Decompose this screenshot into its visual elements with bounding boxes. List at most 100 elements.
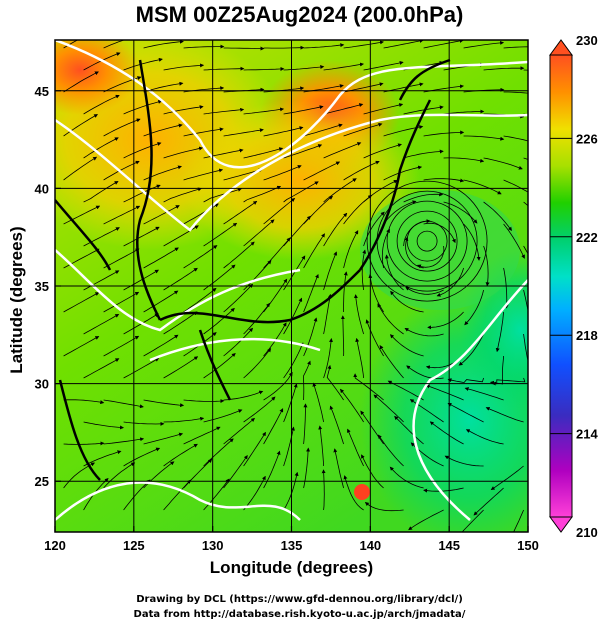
streamline — [83, 270, 120, 291]
vortex-streamline — [406, 220, 448, 262]
streamline — [143, 399, 185, 408]
streamline — [383, 40, 424, 49]
streamline — [427, 311, 464, 330]
streamline — [303, 43, 345, 49]
streamline — [143, 205, 180, 225]
heatmap-field — [55, 40, 528, 532]
credit-data: Data from http://database.rish.kyoto-u.a… — [133, 609, 466, 620]
streamline — [223, 46, 265, 51]
streamline — [447, 403, 484, 423]
streamline — [384, 254, 404, 291]
temperature-contours — [55, 40, 528, 521]
y-axis-ticks: 25 30 35 40 45 — [35, 84, 61, 489]
streamline — [339, 388, 364, 423]
streamline — [83, 137, 119, 159]
streamline — [263, 198, 296, 225]
streamline — [355, 337, 364, 379]
x-tick-label: 120 — [44, 538, 66, 553]
streamline — [465, 429, 504, 445]
streamline — [183, 426, 221, 445]
contour-line — [412, 279, 528, 521]
streamline — [503, 91, 528, 94]
streamline — [163, 225, 199, 247]
streamline — [283, 297, 303, 335]
streamline — [283, 105, 324, 115]
page-title: MSM 00Z25Aug2024 (200.0hPa) — [135, 2, 464, 27]
streamline — [243, 147, 284, 159]
streamline — [243, 260, 272, 291]
colorbar-tick-label: 222 — [576, 230, 598, 245]
streamline — [513, 509, 524, 532]
streamline — [329, 405, 344, 445]
streamline — [403, 149, 444, 159]
streamline — [143, 40, 184, 49]
streamline — [423, 487, 464, 493]
streamline — [377, 434, 404, 467]
streamline — [447, 377, 484, 384]
streamline — [463, 135, 505, 141]
streamline — [83, 227, 120, 247]
streamline — [203, 222, 238, 247]
streamline — [403, 192, 444, 203]
streamline — [323, 212, 348, 247]
streamline — [283, 471, 299, 511]
streamline — [495, 311, 504, 353]
streamline — [183, 127, 224, 137]
streamline — [103, 160, 140, 181]
colorbar-min-arrow — [549, 516, 573, 533]
vortex-streamline — [386, 200, 468, 282]
streamline — [263, 450, 281, 489]
streamline — [243, 396, 276, 423]
streamline — [223, 241, 255, 269]
streamline — [83, 181, 119, 203]
y-tick-label: 30 — [35, 377, 49, 392]
streamline — [363, 143, 402, 159]
streamline — [373, 394, 404, 423]
streamline — [423, 178, 465, 183]
streamline — [463, 40, 505, 49]
colorbar-tick-label: 218 — [576, 328, 598, 343]
streamline — [243, 475, 266, 511]
vortex-streamline — [416, 230, 438, 252]
streamline — [243, 66, 285, 71]
coastline — [58, 379, 101, 481]
streamline — [503, 135, 528, 142]
streamline — [303, 233, 325, 269]
streamline — [163, 416, 205, 423]
streamline — [103, 437, 145, 445]
streamline — [383, 200, 417, 225]
streamline — [444, 455, 484, 467]
x-tick-label: 125 — [123, 538, 145, 553]
streamline — [364, 502, 404, 512]
streamline — [223, 200, 258, 225]
streamline — [347, 428, 364, 467]
streamline — [123, 447, 161, 467]
streamline — [203, 107, 245, 115]
streamline — [163, 479, 191, 511]
streamline — [323, 293, 332, 335]
streamline — [123, 269, 159, 291]
streamline — [63, 292, 100, 313]
vortex-streamline — [366, 180, 488, 302]
y-axis-label: Latitude (degrees) — [7, 226, 26, 374]
streamline — [490, 465, 524, 491]
streamline — [163, 187, 202, 203]
lat-lon-grid — [55, 40, 528, 532]
colorbar-tick-label: 210 — [576, 525, 598, 540]
streamline — [63, 336, 100, 357]
streamline — [63, 71, 99, 93]
streamline — [312, 382, 324, 423]
streamline — [383, 165, 423, 181]
streamline — [409, 399, 444, 423]
streamline — [203, 352, 236, 379]
streamline — [443, 201, 478, 224]
coastline — [55, 199, 112, 271]
streamline — [403, 105, 444, 115]
x-tick-label: 140 — [359, 538, 381, 553]
streamline — [361, 454, 384, 489]
streamline — [343, 475, 364, 511]
streamline — [423, 222, 456, 244]
streamline — [485, 407, 524, 423]
contour-line — [55, 249, 301, 332]
streamline — [503, 223, 525, 259]
